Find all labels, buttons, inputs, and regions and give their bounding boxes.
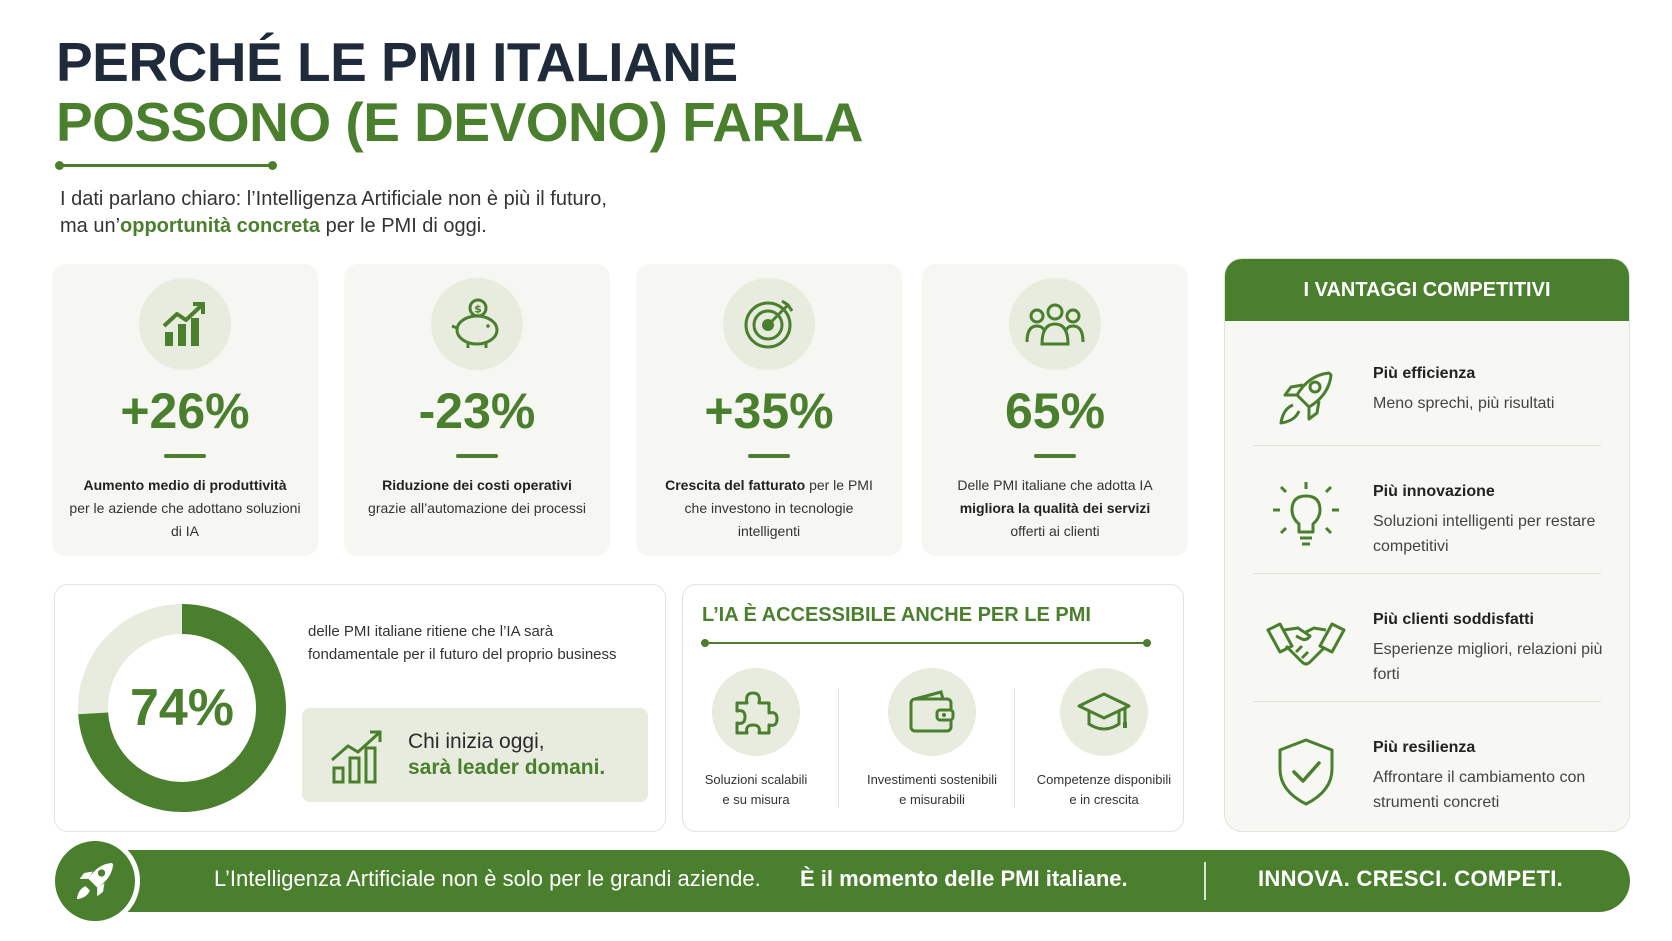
leader-line-1: Chi inizia oggi, [408, 730, 545, 753]
accessible-divider [701, 639, 1151, 647]
advantage-desc: Soluzioni intelligenti per restare compe… [1373, 513, 1596, 555]
footer-bold-text: È il momento delle PMI italiane. [800, 866, 1128, 891]
stat-underline [748, 454, 790, 458]
advantage-item-innovation: Più innovazione Soluzioni intelligenti p… [1225, 453, 1629, 581]
footer-separator [1204, 862, 1206, 900]
stat-desc-bold: Riduzione dei costi operativi [382, 477, 572, 493]
intro-line-2-post: per le PMI di oggi. [320, 215, 487, 237]
growth-bars-icon [331, 730, 382, 784]
footer-banner [56, 850, 1630, 912]
intro-line-1: I dati parlano chiaro: l’Intelligenza Ar… [60, 188, 607, 210]
donut-arc [78, 604, 286, 812]
rocket-icon [50, 836, 140, 926]
stat-value: +26% [120, 383, 250, 439]
stat-card-productivity: +26% Aumento medio di produttività per le… [52, 264, 318, 556]
advantage-item-efficiency: Più efficienza Meno sprechi, più risulta… [1225, 335, 1629, 463]
graduation-cap-icon [1060, 668, 1148, 756]
advantages-title: I VANTAGGI COMPETITIVI [1225, 259, 1629, 321]
intro-text: I dati parlano chiaro: l’Intelligenza Ar… [60, 186, 607, 240]
advantage-separator [1253, 573, 1601, 574]
accessible-separator [1014, 688, 1015, 808]
accessible-label: Investimenti sostenibili e misurabili [852, 770, 1012, 810]
footer-slogan: INNOVA. CRESCI. COMPETI. [1258, 866, 1564, 891]
advantage-item-resilience: Più resilienza Affrontare il cambiamento… [1225, 709, 1629, 831]
accessible-label: Soluzioni scalabili e su misura [676, 770, 836, 810]
stat-value: 65% [1004, 383, 1106, 439]
donut-text-line-2: fondamentale per il futuro del proprio b… [308, 646, 617, 663]
accessible-label-line-1: Competenze disponibili [1036, 772, 1172, 787]
advantage-title: Più innovazione [1373, 483, 1495, 500]
stat-underline [1034, 454, 1076, 458]
puzzle-icon [712, 668, 800, 756]
stat-desc-rest: grazie all’automazione dei processi [368, 500, 586, 516]
stat-value: +35% [704, 383, 834, 439]
stat-desc-rest: per le aziende che adottano soluzioni di… [69, 500, 301, 539]
advantage-separator [1253, 445, 1601, 446]
stat-value: -23% [418, 383, 536, 439]
people-icon [1009, 278, 1101, 370]
intro-highlight: opportunità concreta [120, 215, 321, 237]
stat-card-quality: 65% Delle PMI italiane che adotta IA migl… [922, 264, 1188, 556]
stat-desc-bold: migliora la qualità dei servizi [959, 500, 1151, 516]
accessible-label-line-2: e su misura [722, 792, 790, 807]
stat-desc-rest: per le PMI che investono in tecnologie i… [684, 477, 873, 539]
piggy-bank-icon: $ [431, 278, 523, 370]
accessible-item-investments: Investimenti sostenibili e misurabili [852, 668, 1012, 810]
accessible-item-skills: Competenze disponibili e in crescita [1024, 668, 1184, 810]
stat-desc-bold: Aumento medio di produttività [83, 477, 287, 493]
donut-description: delle PMI italiane ritiene che l’IA sarà… [308, 620, 617, 666]
accessible-title: L’IA È ACCESSIBILE ANCHE PER LE PMI [702, 604, 1091, 626]
growth-chart-icon [139, 278, 231, 370]
stat-card-costs: $ -23% Riduzione dei costi operativi graz… [344, 264, 610, 556]
leader-line-2: sarà leader domani. [408, 756, 606, 779]
advantage-title: Più clienti soddisfatti [1373, 611, 1534, 628]
advantages-panel: I VANTAGGI COMPETITIVI Più efficienza Me… [1224, 258, 1630, 832]
stat-desc-pre: Delle PMI italiane che adotta IA [957, 477, 1153, 493]
target-icon [723, 278, 815, 370]
accessible-label-line-1: Soluzioni scalabili [704, 772, 808, 787]
footer-text: L’Intelligenza Artificiale non è solo pe… [214, 866, 761, 891]
handshake-icon [1265, 603, 1347, 685]
accessible-label-line-1: Investimenti sostenibili [866, 772, 998, 787]
donut-chart [78, 604, 286, 812]
donut-text-line-1: delle PMI italiane ritiene che l’IA sarà [308, 623, 554, 640]
accessible-item-scalable: Soluzioni scalabili e su misura [676, 668, 836, 810]
advantage-separator [1253, 701, 1601, 702]
shield-check-icon [1265, 731, 1347, 813]
stat-description: Aumento medio di produttività per le azie… [68, 474, 302, 543]
stat-description: Riduzione dei costi operativi grazie all’… [360, 474, 594, 520]
stat-description: Delle PMI italiane che adotta IA migliora… [938, 474, 1172, 543]
stat-description: Crescita del fatturato per le PMI che in… [652, 474, 886, 543]
intro-line-2-pre: ma un’ [60, 215, 121, 237]
advantage-title: Più efficienza [1373, 365, 1476, 382]
lightbulb-icon [1265, 475, 1347, 557]
rocket-icon [1265, 357, 1347, 439]
stat-underline [456, 454, 498, 458]
donut-value: 74% [129, 679, 235, 737]
advantage-title: Più resilienza [1373, 739, 1476, 756]
title-divider [55, 161, 277, 170]
accessible-label-line-2: e in crescita [1069, 792, 1139, 807]
advantage-desc: Esperienze migliori, relazioni più forti [1373, 641, 1603, 683]
accessible-label: Competenze disponibili e in crescita [1024, 770, 1184, 810]
title-line-2: POSSONO (E DEVONO) FARLA [56, 91, 863, 153]
stat-card-revenue: +35% Crescita del fatturato per le PMI c… [636, 264, 902, 556]
advantage-desc: Meno sprechi, più risultati [1373, 395, 1555, 412]
wallet-icon [888, 668, 976, 756]
accessible-label-line-2: e misurabili [899, 792, 965, 807]
stat-underline [164, 454, 206, 458]
advantage-item-clients: Più clienti soddisfatti Esperienze migli… [1225, 581, 1629, 709]
stat-desc-bold: Crescita del fatturato [665, 477, 806, 493]
advantage-desc: Affrontare il cambiamento con strumenti … [1373, 769, 1586, 811]
accessible-separator [838, 688, 839, 808]
svg-text:$: $ [474, 303, 482, 316]
title-line-1: PERCHÉ LE PMI ITALIANE [56, 31, 738, 93]
stat-desc-rest: offerti ai clienti [1010, 523, 1100, 539]
leader-box: Chi inizia oggi, sarà leader domani. [302, 708, 648, 802]
